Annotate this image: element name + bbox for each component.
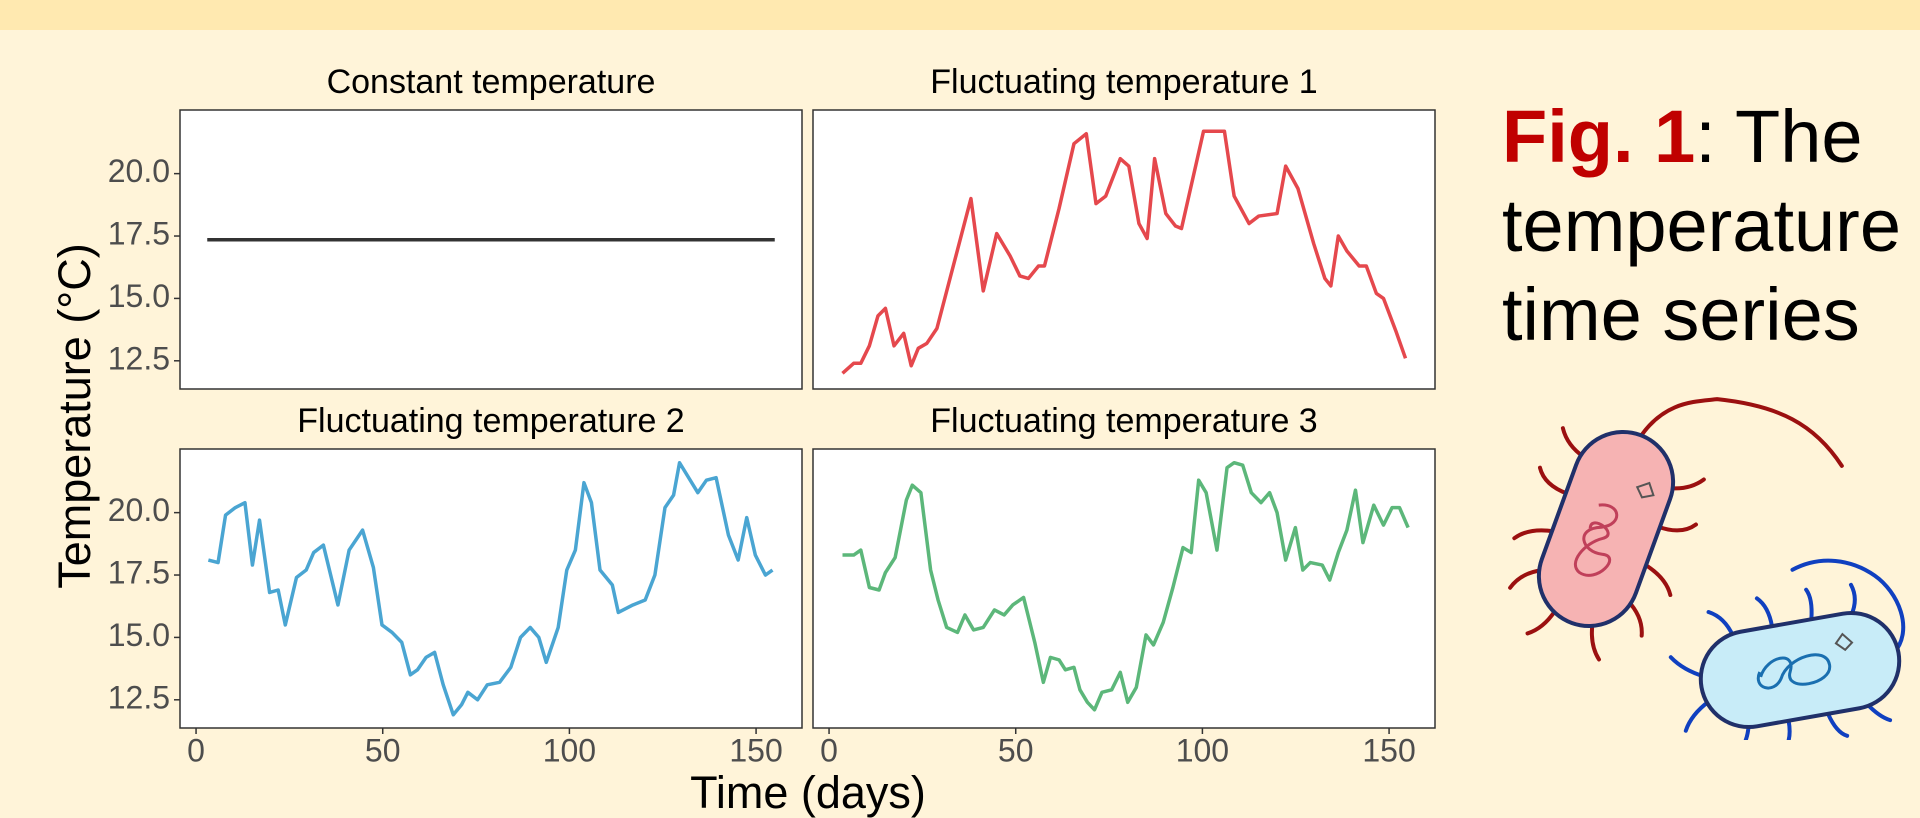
y-tick-label: 20.0 [108,153,170,189]
blue-bacterium [1668,558,1906,740]
x-axis-label: Time (days) [690,767,926,818]
x-tick-label: 150 [729,732,782,768]
caption-prefix: Fig. 1 [1502,95,1696,178]
x-tick-label: 0 [187,732,205,768]
panel [813,110,1435,389]
panel-border [179,448,803,729]
y-tick-label: 17.5 [108,215,170,251]
line [842,460,1410,712]
panel-border [179,109,803,390]
bacteria-illustration [1508,397,1906,740]
y-tick-label: 12.5 [108,679,170,715]
panel [180,449,802,728]
line [207,460,774,717]
panel [180,110,802,389]
y-tick-label: 17.5 [108,554,170,590]
y-tick-label: 20.0 [108,492,170,528]
line [841,129,1408,375]
x-tick-label: 150 [1362,732,1415,768]
x-tick-label: 100 [1176,732,1229,768]
x-tick-label: 50 [998,732,1034,768]
panel-title: Constant temperature [327,63,656,101]
red-bacterium [1508,397,1844,662]
y-tick-label: 15.0 [108,617,170,653]
panel-border [812,109,1436,390]
panel-title: Fluctuating temperature 3 [930,402,1317,440]
panel-title: Fluctuating temperature 2 [297,402,684,440]
x-tick-label: 50 [365,732,401,768]
panel-border [812,448,1436,729]
y-tick-label: 15.0 [108,278,170,314]
panel-title: Fluctuating temperature 1 [930,63,1317,101]
chart: Temperature (°C) Time (days) Constant te… [49,63,1436,818]
caption: Fig. 1: The temperature time series [1502,92,1917,359]
y-tick-label: 12.5 [108,340,170,376]
x-tick-label: 100 [543,732,596,768]
top-band [0,0,1920,30]
y-axis-label: Temperature (°C) [49,243,100,589]
x-tick-label: 0 [820,732,838,768]
caption-text: : The temperature time series [1502,95,1901,356]
